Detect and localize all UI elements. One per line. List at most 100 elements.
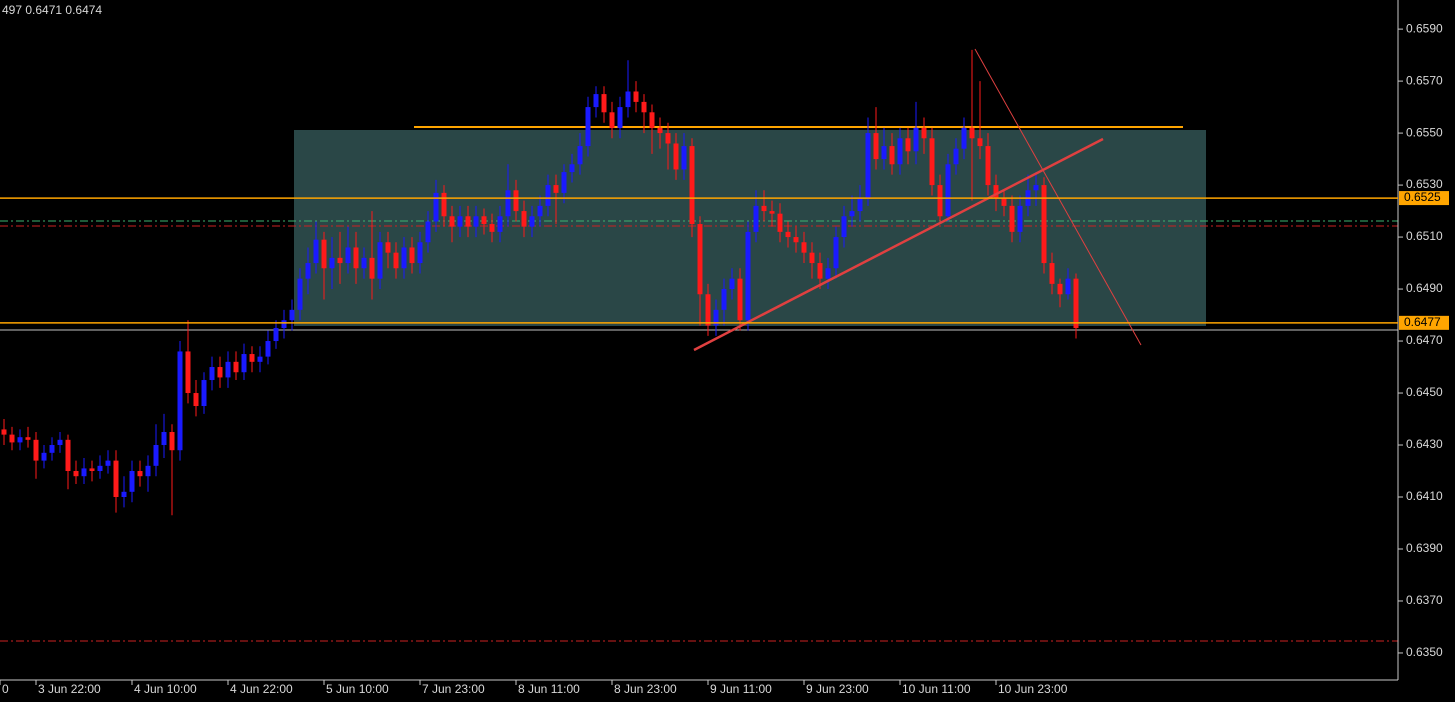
candle-body bbox=[9, 434, 15, 443]
candle-body bbox=[513, 190, 519, 212]
y-tick-label: 0.6510 bbox=[1406, 229, 1443, 243]
candle-body bbox=[985, 146, 991, 186]
candle-body bbox=[313, 239, 319, 264]
candle-body bbox=[721, 289, 727, 310]
candle-body bbox=[521, 211, 527, 227]
price-label-box bbox=[1399, 315, 1449, 330]
y-tick-label: 0.6430 bbox=[1406, 437, 1443, 451]
candle-body bbox=[913, 127, 919, 152]
candle-body bbox=[449, 216, 455, 227]
candle-body bbox=[281, 320, 287, 329]
y-tick-label: 0.6590 bbox=[1406, 21, 1443, 35]
candle-body bbox=[1049, 263, 1055, 284]
candle-body bbox=[73, 471, 79, 477]
candle-body bbox=[593, 94, 599, 108]
candle-body bbox=[49, 445, 55, 453]
candle-body bbox=[697, 224, 703, 295]
candle-body bbox=[233, 361, 239, 373]
candle-body bbox=[225, 361, 231, 378]
candle-body bbox=[705, 294, 711, 326]
candle-body bbox=[1001, 198, 1007, 206]
x-tick-label: 9 Jun 11:00 bbox=[710, 682, 772, 696]
candle-body bbox=[801, 242, 807, 253]
candle-body bbox=[217, 367, 223, 378]
candle-body bbox=[1065, 278, 1071, 295]
x-tick-label: 10 Jun 23:00 bbox=[998, 682, 1068, 696]
candle-body bbox=[673, 143, 679, 170]
candle-body bbox=[401, 247, 407, 269]
candle-body bbox=[249, 354, 255, 362]
candle-body bbox=[361, 257, 367, 269]
candle-body bbox=[273, 328, 279, 342]
candle-body bbox=[209, 367, 215, 381]
y-tick-label: 0.6470 bbox=[1406, 333, 1443, 347]
candle-body bbox=[577, 146, 583, 165]
y-tick-label: 0.6550 bbox=[1406, 125, 1443, 139]
candle-body bbox=[1041, 185, 1047, 264]
candle-body bbox=[393, 252, 399, 269]
candle-body bbox=[489, 224, 495, 232]
candle-body bbox=[873, 133, 879, 160]
candle-body bbox=[817, 263, 823, 279]
y-tick-label: 0.6570 bbox=[1406, 73, 1443, 87]
price-label: 0.6477 bbox=[1404, 315, 1441, 329]
candle-body bbox=[729, 278, 735, 290]
candle-body bbox=[81, 468, 87, 477]
candle-body bbox=[921, 127, 927, 139]
candle-body bbox=[529, 216, 535, 227]
candle-body bbox=[977, 138, 983, 147]
candle-body bbox=[1, 429, 7, 435]
candle-body bbox=[409, 247, 415, 264]
candle-body bbox=[849, 211, 855, 217]
price-label-box bbox=[1399, 191, 1449, 206]
x-tick-label: 9 Jun 23:00 bbox=[806, 682, 869, 696]
candle-body bbox=[129, 471, 135, 492]
candle-body bbox=[337, 257, 343, 264]
x-tick-label: 0 bbox=[2, 682, 9, 696]
candle-body bbox=[25, 437, 31, 440]
candle-body bbox=[761, 205, 767, 212]
candle-body bbox=[505, 190, 511, 217]
candle-body bbox=[657, 127, 663, 134]
candle-body bbox=[121, 491, 127, 498]
header: 497 0.6471 0.6474 bbox=[2, 3, 102, 17]
candle-body bbox=[841, 216, 847, 238]
candle-body bbox=[993, 185, 999, 199]
candle-body bbox=[1033, 185, 1039, 191]
trend-line bbox=[974, 48, 1142, 346]
candle-body bbox=[425, 221, 431, 243]
candle-body bbox=[889, 146, 895, 165]
price-label: 0.6525 bbox=[1404, 190, 1441, 204]
candle-body bbox=[145, 465, 151, 477]
candle-body bbox=[105, 460, 111, 466]
candle-body bbox=[41, 452, 47, 461]
x-tick-label: 5 Jun 10:00 bbox=[326, 682, 389, 696]
candle-body bbox=[905, 138, 911, 152]
candle-body bbox=[57, 439, 63, 446]
candle-body bbox=[633, 91, 639, 102]
candle-body bbox=[177, 351, 183, 451]
candle-body bbox=[553, 185, 559, 193]
candle-body bbox=[713, 309, 719, 326]
candle-body bbox=[193, 393, 199, 407]
candle-body bbox=[417, 242, 423, 264]
candle-body bbox=[289, 309, 295, 321]
candle-body bbox=[201, 380, 207, 407]
candle-body bbox=[377, 242, 383, 279]
candle-body bbox=[369, 257, 375, 279]
candle-body bbox=[137, 471, 143, 477]
candle-body bbox=[1073, 278, 1079, 329]
x-tick-label: 4 Jun 10:00 bbox=[134, 682, 197, 696]
candle-body bbox=[481, 216, 487, 225]
candle-body bbox=[113, 460, 119, 498]
trend-line bbox=[693, 137, 1104, 352]
candle-body bbox=[17, 437, 23, 443]
candle-body bbox=[257, 356, 263, 362]
candle-body bbox=[953, 148, 959, 165]
candle-body bbox=[1017, 205, 1023, 232]
candle-body bbox=[297, 278, 303, 310]
candle-body bbox=[745, 231, 751, 321]
y-tick-label: 0.6450 bbox=[1406, 385, 1443, 399]
